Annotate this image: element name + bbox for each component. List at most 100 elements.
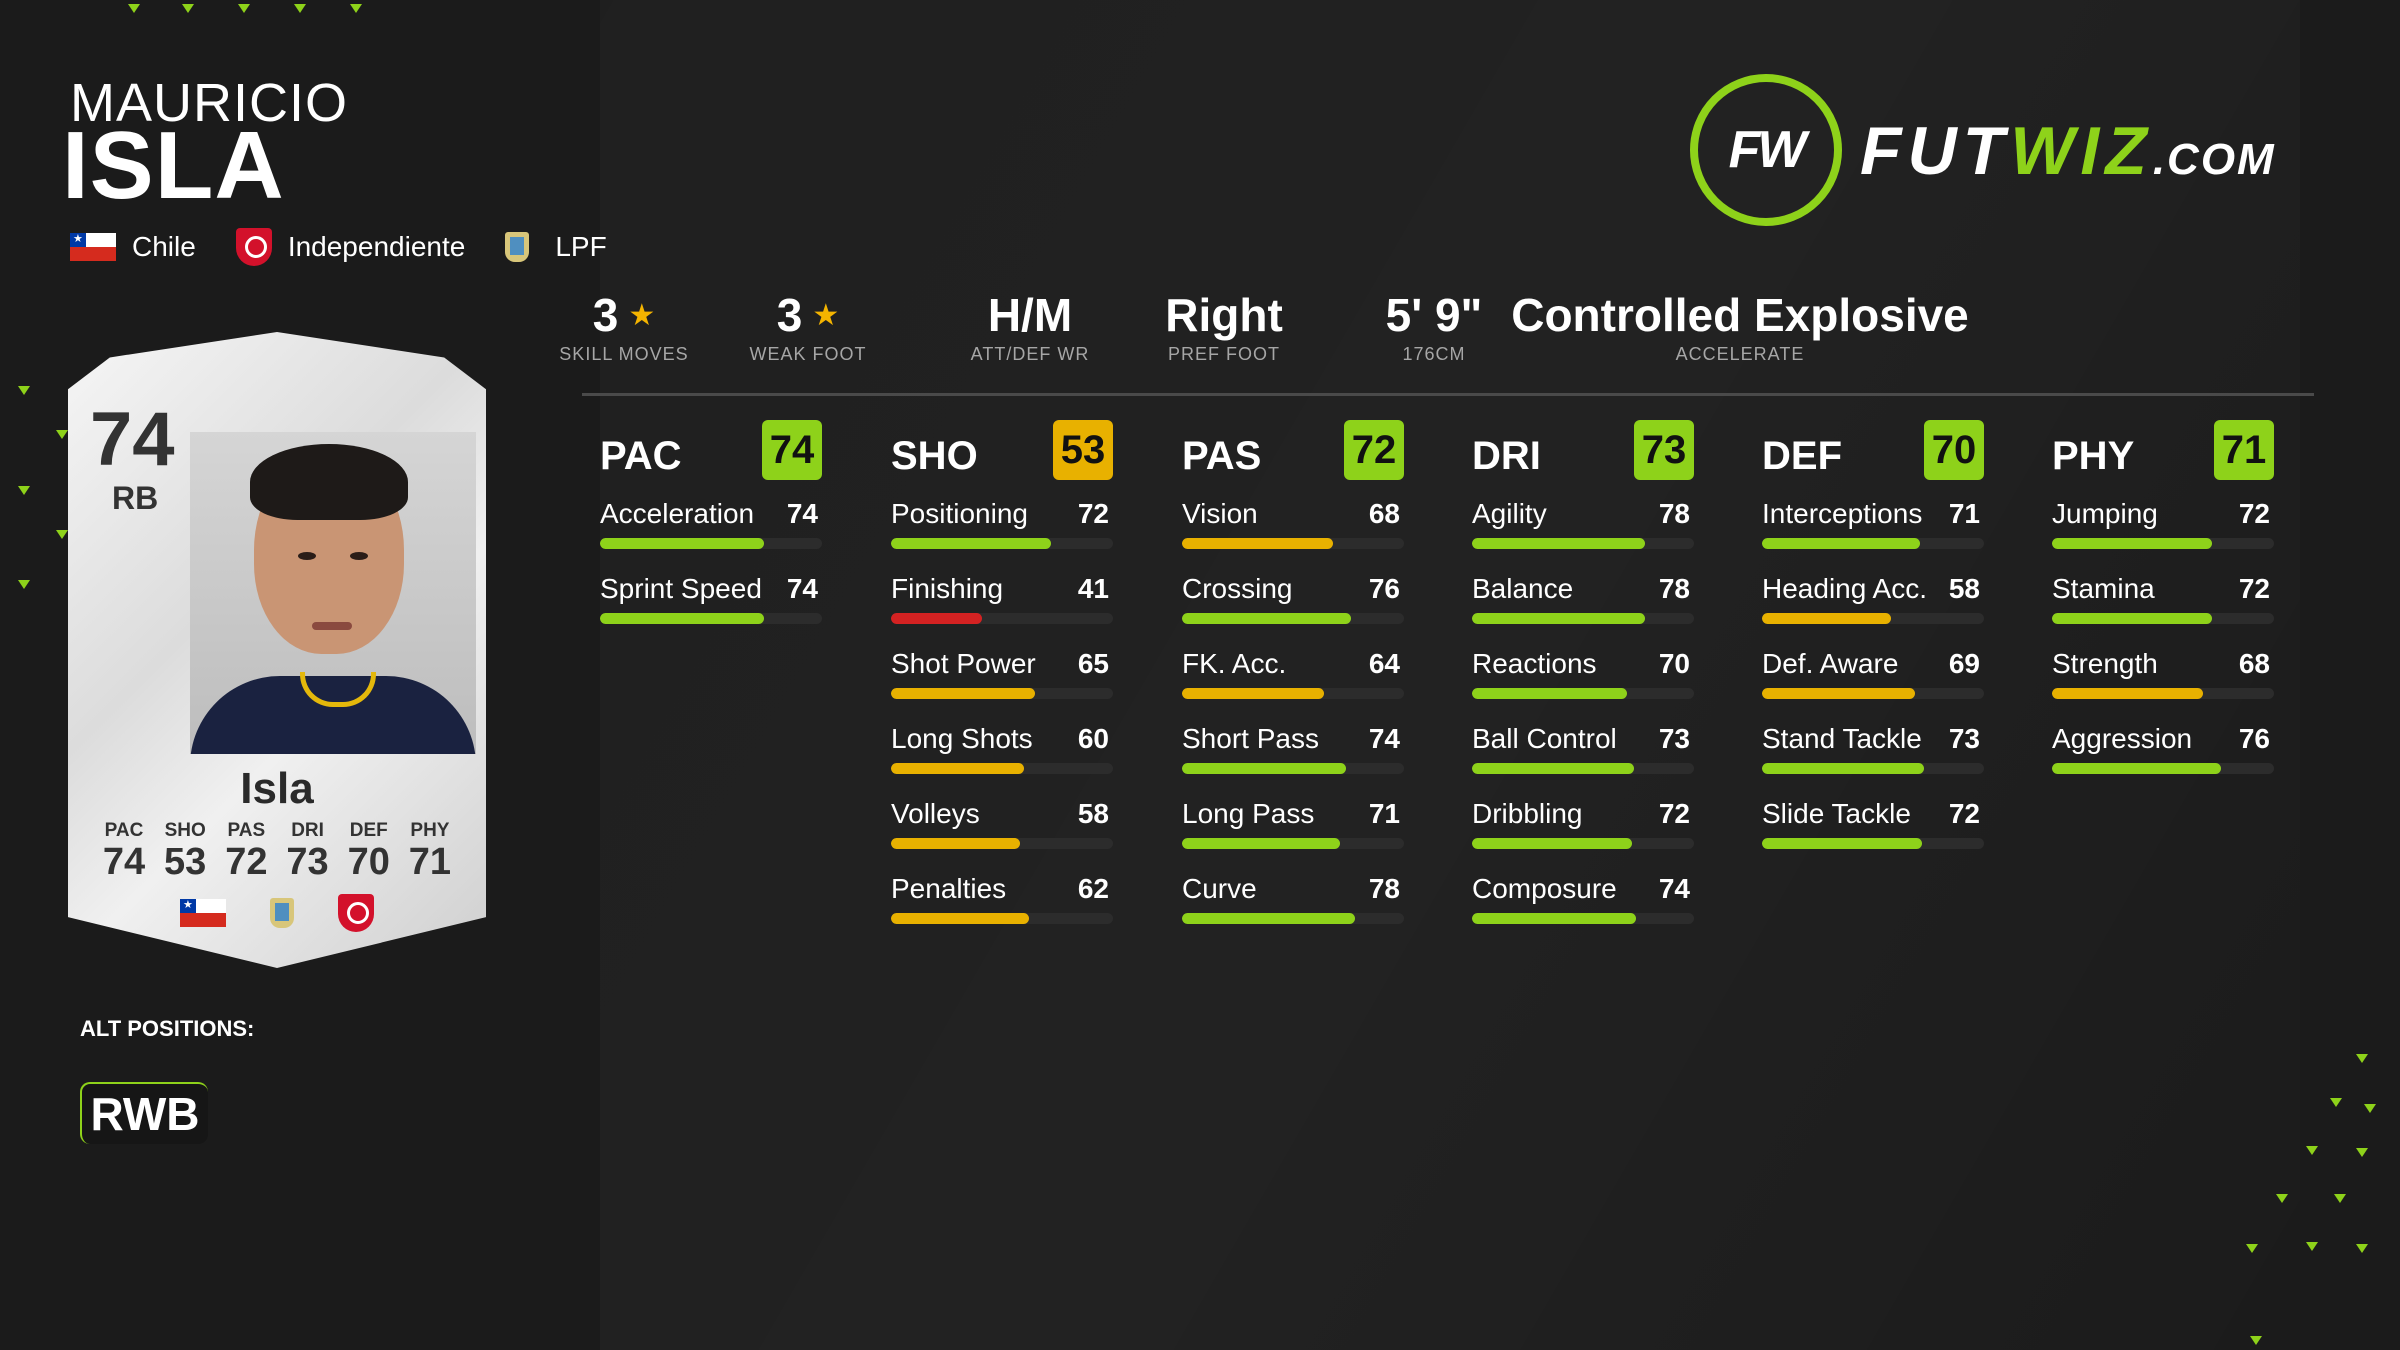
info-3: Right PREF FOOT	[1165, 288, 1283, 365]
stat-bar-track	[1472, 763, 1694, 774]
stat-group-value: 70	[1924, 420, 1984, 480]
league-link[interactable]: LPF	[505, 231, 607, 263]
stat-row: Sprint Speed 74	[600, 559, 822, 634]
stat-bar-track	[891, 763, 1113, 774]
stat-row: Stamina 72	[2052, 559, 2274, 634]
card-stat-value: 70	[347, 841, 390, 883]
stat-name: Stamina	[2052, 573, 2155, 604]
stat-name: Stand Tackle	[1762, 723, 1922, 754]
triangle-shape	[350, 4, 362, 13]
card-league-badge-icon	[270, 898, 294, 928]
stat-bar-track	[891, 613, 1113, 624]
stat-row: Acceleration 74	[600, 484, 822, 559]
stat-bar-fill	[1472, 838, 1632, 849]
stat-group-header: DRI 73	[1472, 418, 1694, 484]
stat-bar-fill	[1762, 688, 1916, 699]
stat-bar-fill	[1762, 763, 1925, 774]
stat-value: 70	[1658, 648, 1690, 679]
stat-bar-track	[1472, 838, 1694, 849]
stat-bar-fill	[891, 838, 1020, 849]
alt-positions-label: ALT POSITIONS:	[80, 1016, 255, 1041]
league-label: LPF	[555, 231, 607, 262]
stat-name: Strength	[2052, 648, 2158, 679]
stat-row: Short Pass 74	[1182, 709, 1404, 784]
player-last-name: ISLA	[62, 112, 285, 219]
stat-column-phy: PHY 71 Jumping 72 Stamina 72 Strength 68 Aggress…	[2052, 418, 2274, 784]
info-label: PREF FOOT	[1167, 344, 1280, 364]
stat-bar-fill	[891, 913, 1029, 924]
card-stat: DEF 70	[341, 820, 397, 884]
futwiz-logo-text[interactable]: FUTWIZ.COM	[1860, 112, 2276, 190]
club-label: Independiente	[287, 231, 466, 262]
card-stat: PHY 71	[402, 820, 458, 884]
stat-row: Long Shots 60	[891, 709, 1113, 784]
triangle-shape	[294, 4, 306, 13]
stat-row: FK. Acc. 64	[1182, 634, 1404, 709]
stat-value: 74	[786, 573, 818, 604]
club-link[interactable]: Independiente	[235, 228, 466, 266]
stat-name: Acceleration	[600, 498, 755, 529]
stat-value: 78	[1368, 873, 1400, 904]
stat-group-header: PAC 74	[600, 418, 822, 484]
stat-bar-fill	[1182, 913, 1356, 924]
stat-group-name: PHY	[2052, 434, 2135, 478]
info-5: Controlled Explosive ACCELERATE	[1511, 288, 1969, 365]
logo-text-fut: FUT	[1860, 113, 2011, 189]
stat-bar-fill	[1182, 688, 1325, 699]
stat-value: 72	[2238, 573, 2270, 604]
stat-name: Balance	[1472, 573, 1574, 604]
stat-bar-track	[1182, 688, 1404, 699]
stat-value: 76	[2238, 723, 2270, 754]
stat-bar-fill	[1182, 613, 1351, 624]
stat-value: 73	[1658, 723, 1690, 754]
info-label: WEAK FOOT	[749, 344, 867, 364]
stat-group-value: 73	[1634, 420, 1694, 480]
triangle-shape	[238, 4, 250, 13]
futwiz-logo-mark[interactable]: FW	[1690, 74, 1842, 226]
triangle-shape	[2356, 1148, 2368, 1157]
info-label: 176CM	[1402, 344, 1466, 364]
card-stat-value: 72	[225, 841, 268, 883]
triangle-shape	[182, 4, 194, 13]
alt-position-badge[interactable]: RWB	[80, 1082, 208, 1144]
info-value-text: H/M	[987, 289, 1073, 341]
stat-bar-fill	[1472, 763, 1635, 774]
stat-name: Slide Tackle	[1762, 798, 1911, 829]
stat-name: Vision	[1182, 498, 1258, 529]
stat-value: 72	[1948, 798, 1980, 829]
logo-text-com: .COM	[2152, 135, 2276, 184]
stat-bar-fill	[1472, 538, 1646, 549]
stat-group-header: DEF 70	[1762, 418, 1984, 484]
stat-bar-fill	[600, 538, 765, 549]
stat-group-header: SHO 53	[891, 418, 1113, 484]
stat-name: Long Shots	[891, 723, 1033, 754]
stat-bar-track	[1472, 688, 1694, 699]
stat-row: Aggression 76	[2052, 709, 2274, 784]
stat-value: 68	[2238, 648, 2270, 679]
info-value-text: 3	[592, 289, 619, 341]
stat-row: Positioning 72	[891, 484, 1113, 559]
triangle-shape	[2364, 1104, 2376, 1113]
triangle-shape	[128, 4, 140, 13]
stat-bar-fill	[1182, 538, 1333, 549]
nation-link[interactable]: Chile	[70, 231, 196, 263]
stat-bar-fill	[891, 613, 983, 624]
triangle-shape	[2356, 1244, 2368, 1253]
stat-name: Composure	[1472, 873, 1617, 904]
divider	[582, 393, 2314, 396]
stat-group-name: DRI	[1472, 434, 1541, 478]
stat-bar-track	[1182, 613, 1404, 624]
card-position: RB	[112, 480, 159, 516]
info-value: 3 ★	[559, 288, 688, 342]
stat-name: Curve	[1182, 873, 1257, 904]
stat-value: 72	[1658, 798, 1690, 829]
stat-bar-fill	[891, 688, 1036, 699]
stat-row: Composure 74	[1472, 859, 1694, 934]
stat-bar-fill	[891, 538, 1051, 549]
card-stat-value: 73	[286, 841, 329, 883]
chile-flag-icon	[70, 232, 116, 261]
stat-row: Volleys 58	[891, 784, 1113, 859]
stat-bar-track	[1182, 538, 1404, 549]
card-stat-label: PAC	[104, 820, 144, 841]
stat-row: Heading Acc. 58	[1762, 559, 1984, 634]
